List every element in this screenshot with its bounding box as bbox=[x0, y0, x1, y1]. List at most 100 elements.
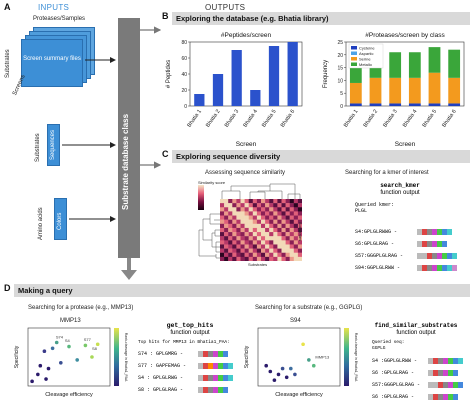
section-b-letter: B bbox=[162, 11, 169, 21]
heatmap-cell bbox=[277, 219, 282, 224]
heatmap-cell bbox=[269, 211, 274, 216]
list-item: S6:GPLGLRAG - bbox=[355, 238, 470, 250]
heatmap-cell bbox=[277, 232, 282, 237]
heatmap-cell bbox=[256, 207, 262, 212]
heatmap-cell bbox=[293, 252, 299, 258]
x-tick-label: Bhatia 5 bbox=[422, 109, 438, 129]
scatter-point bbox=[276, 372, 281, 377]
section-b-title: Exploring the database (e.g. Bhatia libr… bbox=[172, 12, 470, 25]
heatmap-cell bbox=[248, 223, 253, 229]
heatmap-cell bbox=[285, 256, 290, 261]
scatter-point bbox=[46, 366, 51, 371]
heatmap-cell bbox=[256, 211, 262, 216]
heatmap-cell bbox=[256, 219, 262, 224]
heatmap-cell bbox=[293, 207, 299, 212]
heatmap-cell bbox=[224, 219, 229, 224]
heatmap-cell bbox=[269, 207, 274, 212]
heatmap-cell bbox=[261, 223, 266, 229]
heatmap-cell bbox=[232, 232, 237, 237]
heatmap-cell bbox=[289, 232, 294, 237]
scatter-point bbox=[50, 346, 55, 351]
heatmap-cell bbox=[273, 232, 278, 237]
heatmap-cell bbox=[281, 215, 286, 220]
heatmap-cell bbox=[277, 240, 282, 245]
stacked-bar-segment bbox=[389, 103, 402, 106]
heatmap-cell bbox=[285, 207, 290, 212]
heatmap-cell bbox=[277, 207, 282, 212]
sequence-color-swatch bbox=[198, 375, 233, 381]
colorbar-label: Rank-cleavage in Bhatia1_PAA bbox=[124, 333, 128, 382]
bar bbox=[287, 42, 298, 106]
heatmap-cell bbox=[240, 215, 245, 220]
heatmap-cell bbox=[244, 199, 249, 204]
heatmap-cell bbox=[228, 256, 233, 261]
heatmap-cell bbox=[293, 248, 299, 253]
top-hits-function-name: get_top_hits bbox=[166, 322, 214, 329]
plot-frame bbox=[189, 41, 303, 107]
heatmap-cell bbox=[261, 215, 266, 220]
point-label: S74 bbox=[56, 334, 64, 339]
point-label: S8 bbox=[92, 346, 98, 351]
legend-label: Aspartic bbox=[359, 51, 373, 56]
heatmap-cell bbox=[228, 215, 233, 220]
heatmap-cell bbox=[248, 219, 253, 224]
legend-swatch bbox=[351, 62, 357, 66]
heatmap-cell bbox=[232, 256, 237, 261]
heatmap-cell bbox=[224, 248, 229, 253]
heatmap-cell bbox=[285, 236, 290, 241]
heatmap-cell bbox=[265, 256, 270, 261]
bar bbox=[194, 94, 205, 106]
heatmap-cell bbox=[265, 240, 270, 245]
heatmap-cell bbox=[256, 248, 262, 253]
heatmap-cell bbox=[265, 232, 270, 237]
kmer-queried-value: PLGL bbox=[355, 208, 368, 214]
heatmap-cell bbox=[289, 199, 294, 204]
similar-results-list: S4 :GGPLGLRWW - S6 :GPLGLRAG - S57:GGGPL… bbox=[372, 355, 472, 403]
similarity-colorbar bbox=[198, 185, 204, 210]
heatmap-cell bbox=[236, 223, 241, 229]
scatter-point bbox=[264, 363, 268, 368]
screen-summary-files-box: Screen summary files bbox=[21, 39, 83, 87]
heatmap-cell bbox=[232, 219, 237, 224]
heatmap-cell bbox=[220, 203, 225, 208]
heatmap-cell bbox=[232, 236, 237, 241]
substrate-plot-title: S94 bbox=[290, 318, 301, 324]
heatmap-cell bbox=[265, 211, 270, 216]
scatter-point bbox=[307, 358, 311, 362]
heatmap-cell bbox=[232, 215, 237, 220]
heatmap-cell bbox=[281, 203, 286, 208]
heatmap-cell bbox=[293, 244, 299, 249]
heatmap-cell bbox=[220, 232, 225, 237]
heatmap-cell bbox=[248, 236, 253, 241]
heatmap-cell bbox=[281, 211, 286, 216]
x-axis-label: Cleavage efficiency bbox=[45, 392, 93, 398]
heatmap-cell bbox=[256, 232, 262, 237]
heatmap-cell bbox=[289, 236, 294, 241]
heatmap-cell bbox=[252, 219, 258, 224]
colorbar bbox=[344, 328, 349, 386]
y-tick-label: 15 bbox=[337, 66, 343, 72]
stacked-bar-segment bbox=[369, 103, 382, 106]
heatmap-cell bbox=[256, 236, 262, 241]
heatmap-cell bbox=[224, 215, 229, 220]
sequence-color-swatch bbox=[198, 363, 233, 369]
x-tick-label: Bhatia 4 bbox=[402, 109, 418, 129]
heatmap-cell bbox=[244, 248, 249, 253]
legend-label: Cysteine bbox=[359, 45, 375, 50]
heatmap-cell bbox=[293, 236, 299, 241]
stacked-bar-segment bbox=[428, 47, 441, 73]
legend-label: Metallo bbox=[359, 62, 373, 67]
heatmap-cell bbox=[281, 248, 286, 253]
heatmap-cell bbox=[285, 248, 290, 253]
heatmap-cell bbox=[252, 252, 258, 258]
heatmap-cell bbox=[220, 252, 225, 258]
y-tick-label: 60 bbox=[181, 56, 187, 62]
heatmap-cell bbox=[228, 199, 233, 204]
heatmap-cell bbox=[289, 252, 294, 258]
heatmap-cell bbox=[261, 256, 266, 261]
similar-function-sub: function output bbox=[396, 330, 436, 336]
stacked-bar-segment bbox=[408, 52, 421, 78]
heatmap-cell bbox=[277, 211, 282, 216]
heatmap-cell bbox=[293, 227, 299, 233]
heatmap-cell bbox=[252, 211, 258, 216]
